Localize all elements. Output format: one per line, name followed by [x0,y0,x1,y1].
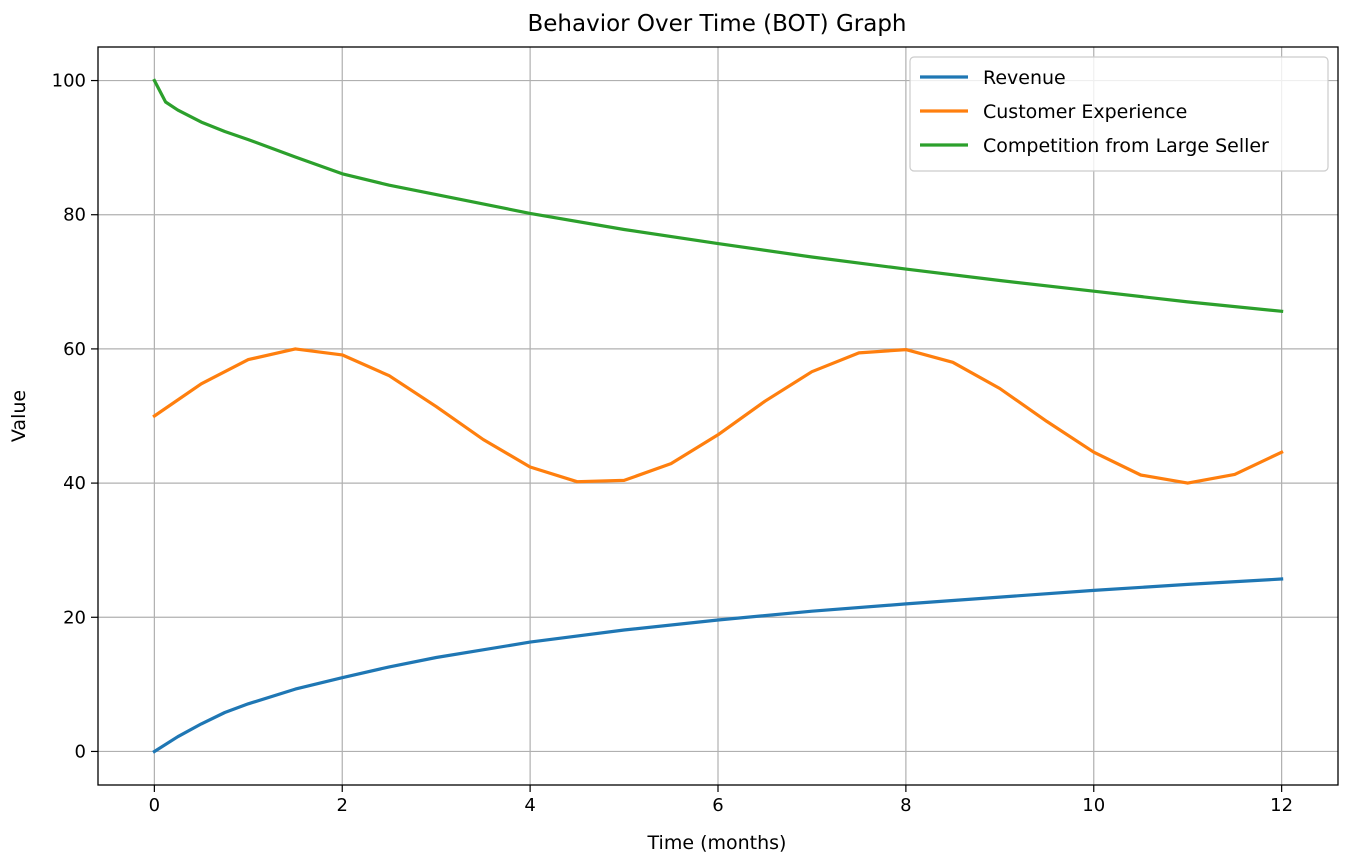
series-line-customer-experience [152,347,1284,485]
x-axis: 0 2 4 6 8 10 12 [149,785,1293,816]
legend-label: Competition from Large Seller [983,135,1269,157]
legend-label: Revenue [983,67,1066,89]
y-tick-label: 20 [63,607,86,628]
series-line-competition-from-large-seller [152,78,1284,314]
x-tick-label: 12 [1270,795,1293,816]
legend-label: Customer Experience [983,101,1187,123]
x-tick-label: 8 [900,795,911,816]
y-tick-label: 60 [63,339,86,360]
y-axis: 0 20 40 60 80 100 [52,71,98,762]
y-tick-label: 40 [63,473,86,494]
x-tick-label: 2 [337,795,348,816]
x-tick-label: 10 [1082,795,1105,816]
x-axis-label: Time (months) [647,832,787,854]
legend-box [909,56,1329,172]
x-tick-label: 6 [712,795,723,816]
y-tick-label: 0 [75,741,86,762]
series-line-revenue [152,577,1284,754]
chart-title: Behavior Over Time (BOT) Graph [527,11,906,37]
y-axis-label: Value [8,390,30,442]
x-tick-label: 4 [524,795,535,816]
series-lines [152,78,1284,754]
y-tick-label: 100 [52,71,86,92]
legend: Revenue Customer Experience Competition fr… [909,56,1329,172]
y-tick-label: 80 [63,205,86,226]
x-tick-label: 0 [149,795,160,816]
